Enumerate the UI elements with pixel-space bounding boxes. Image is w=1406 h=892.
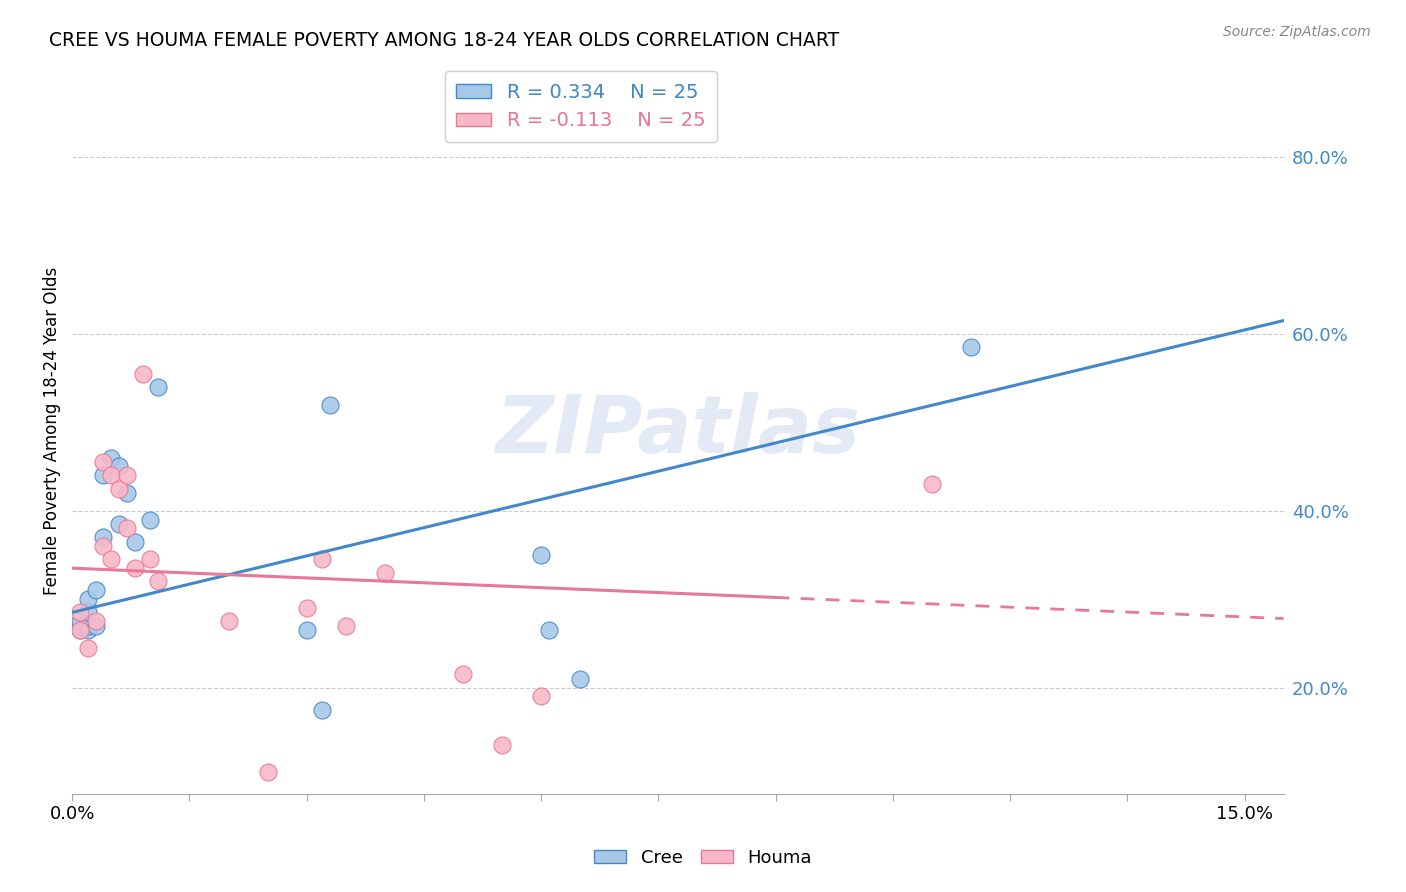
Point	[108, 459, 131, 474]
Point	[69, 614, 91, 628]
Point	[100, 450, 122, 465]
Point	[218, 614, 240, 628]
Point	[76, 606, 98, 620]
Point	[76, 640, 98, 655]
Point	[311, 703, 333, 717]
Text: CREE VS HOUMA FEMALE POVERTY AMONG 18-24 YEAR OLDS CORRELATION CHART: CREE VS HOUMA FEMALE POVERTY AMONG 18-24…	[49, 31, 839, 50]
Point	[139, 512, 162, 526]
Point	[69, 623, 91, 637]
Point	[69, 623, 91, 637]
Point	[115, 468, 138, 483]
Point	[530, 548, 553, 562]
Point	[84, 614, 107, 628]
Text: Source: ZipAtlas.com: Source: ZipAtlas.com	[1223, 25, 1371, 39]
Point	[960, 340, 983, 354]
Point	[76, 592, 98, 607]
Point	[295, 601, 318, 615]
Point	[84, 618, 107, 632]
Point	[124, 534, 146, 549]
Point	[108, 516, 131, 531]
Point	[93, 468, 115, 483]
Point	[76, 623, 98, 637]
Point	[139, 552, 162, 566]
Legend: Cree, Houma: Cree, Houma	[586, 842, 820, 874]
Point	[69, 606, 91, 620]
Point	[374, 566, 396, 580]
Point	[100, 468, 122, 483]
Point	[115, 486, 138, 500]
Point	[491, 738, 513, 752]
Point	[124, 561, 146, 575]
Point	[530, 690, 553, 704]
Point	[93, 530, 115, 544]
Point	[148, 574, 170, 589]
Point	[131, 367, 153, 381]
Point	[451, 667, 474, 681]
Point	[100, 552, 122, 566]
Point	[93, 539, 115, 553]
Point	[84, 583, 107, 598]
Point	[335, 618, 357, 632]
Point	[69, 618, 91, 632]
Legend: R = 0.334    N = 25, R = -0.113    N = 25: R = 0.334 N = 25, R = -0.113 N = 25	[444, 71, 717, 142]
Point	[311, 552, 333, 566]
Point	[148, 380, 170, 394]
Point	[921, 477, 943, 491]
Point	[108, 482, 131, 496]
Y-axis label: Female Poverty Among 18-24 Year Olds: Female Poverty Among 18-24 Year Olds	[44, 267, 60, 595]
Point	[569, 672, 592, 686]
Point	[256, 764, 278, 779]
Text: ZIPatlas: ZIPatlas	[495, 392, 860, 470]
Point	[93, 455, 115, 469]
Point	[115, 521, 138, 535]
Point	[295, 623, 318, 637]
Point	[537, 623, 560, 637]
Point	[76, 618, 98, 632]
Point	[319, 398, 342, 412]
